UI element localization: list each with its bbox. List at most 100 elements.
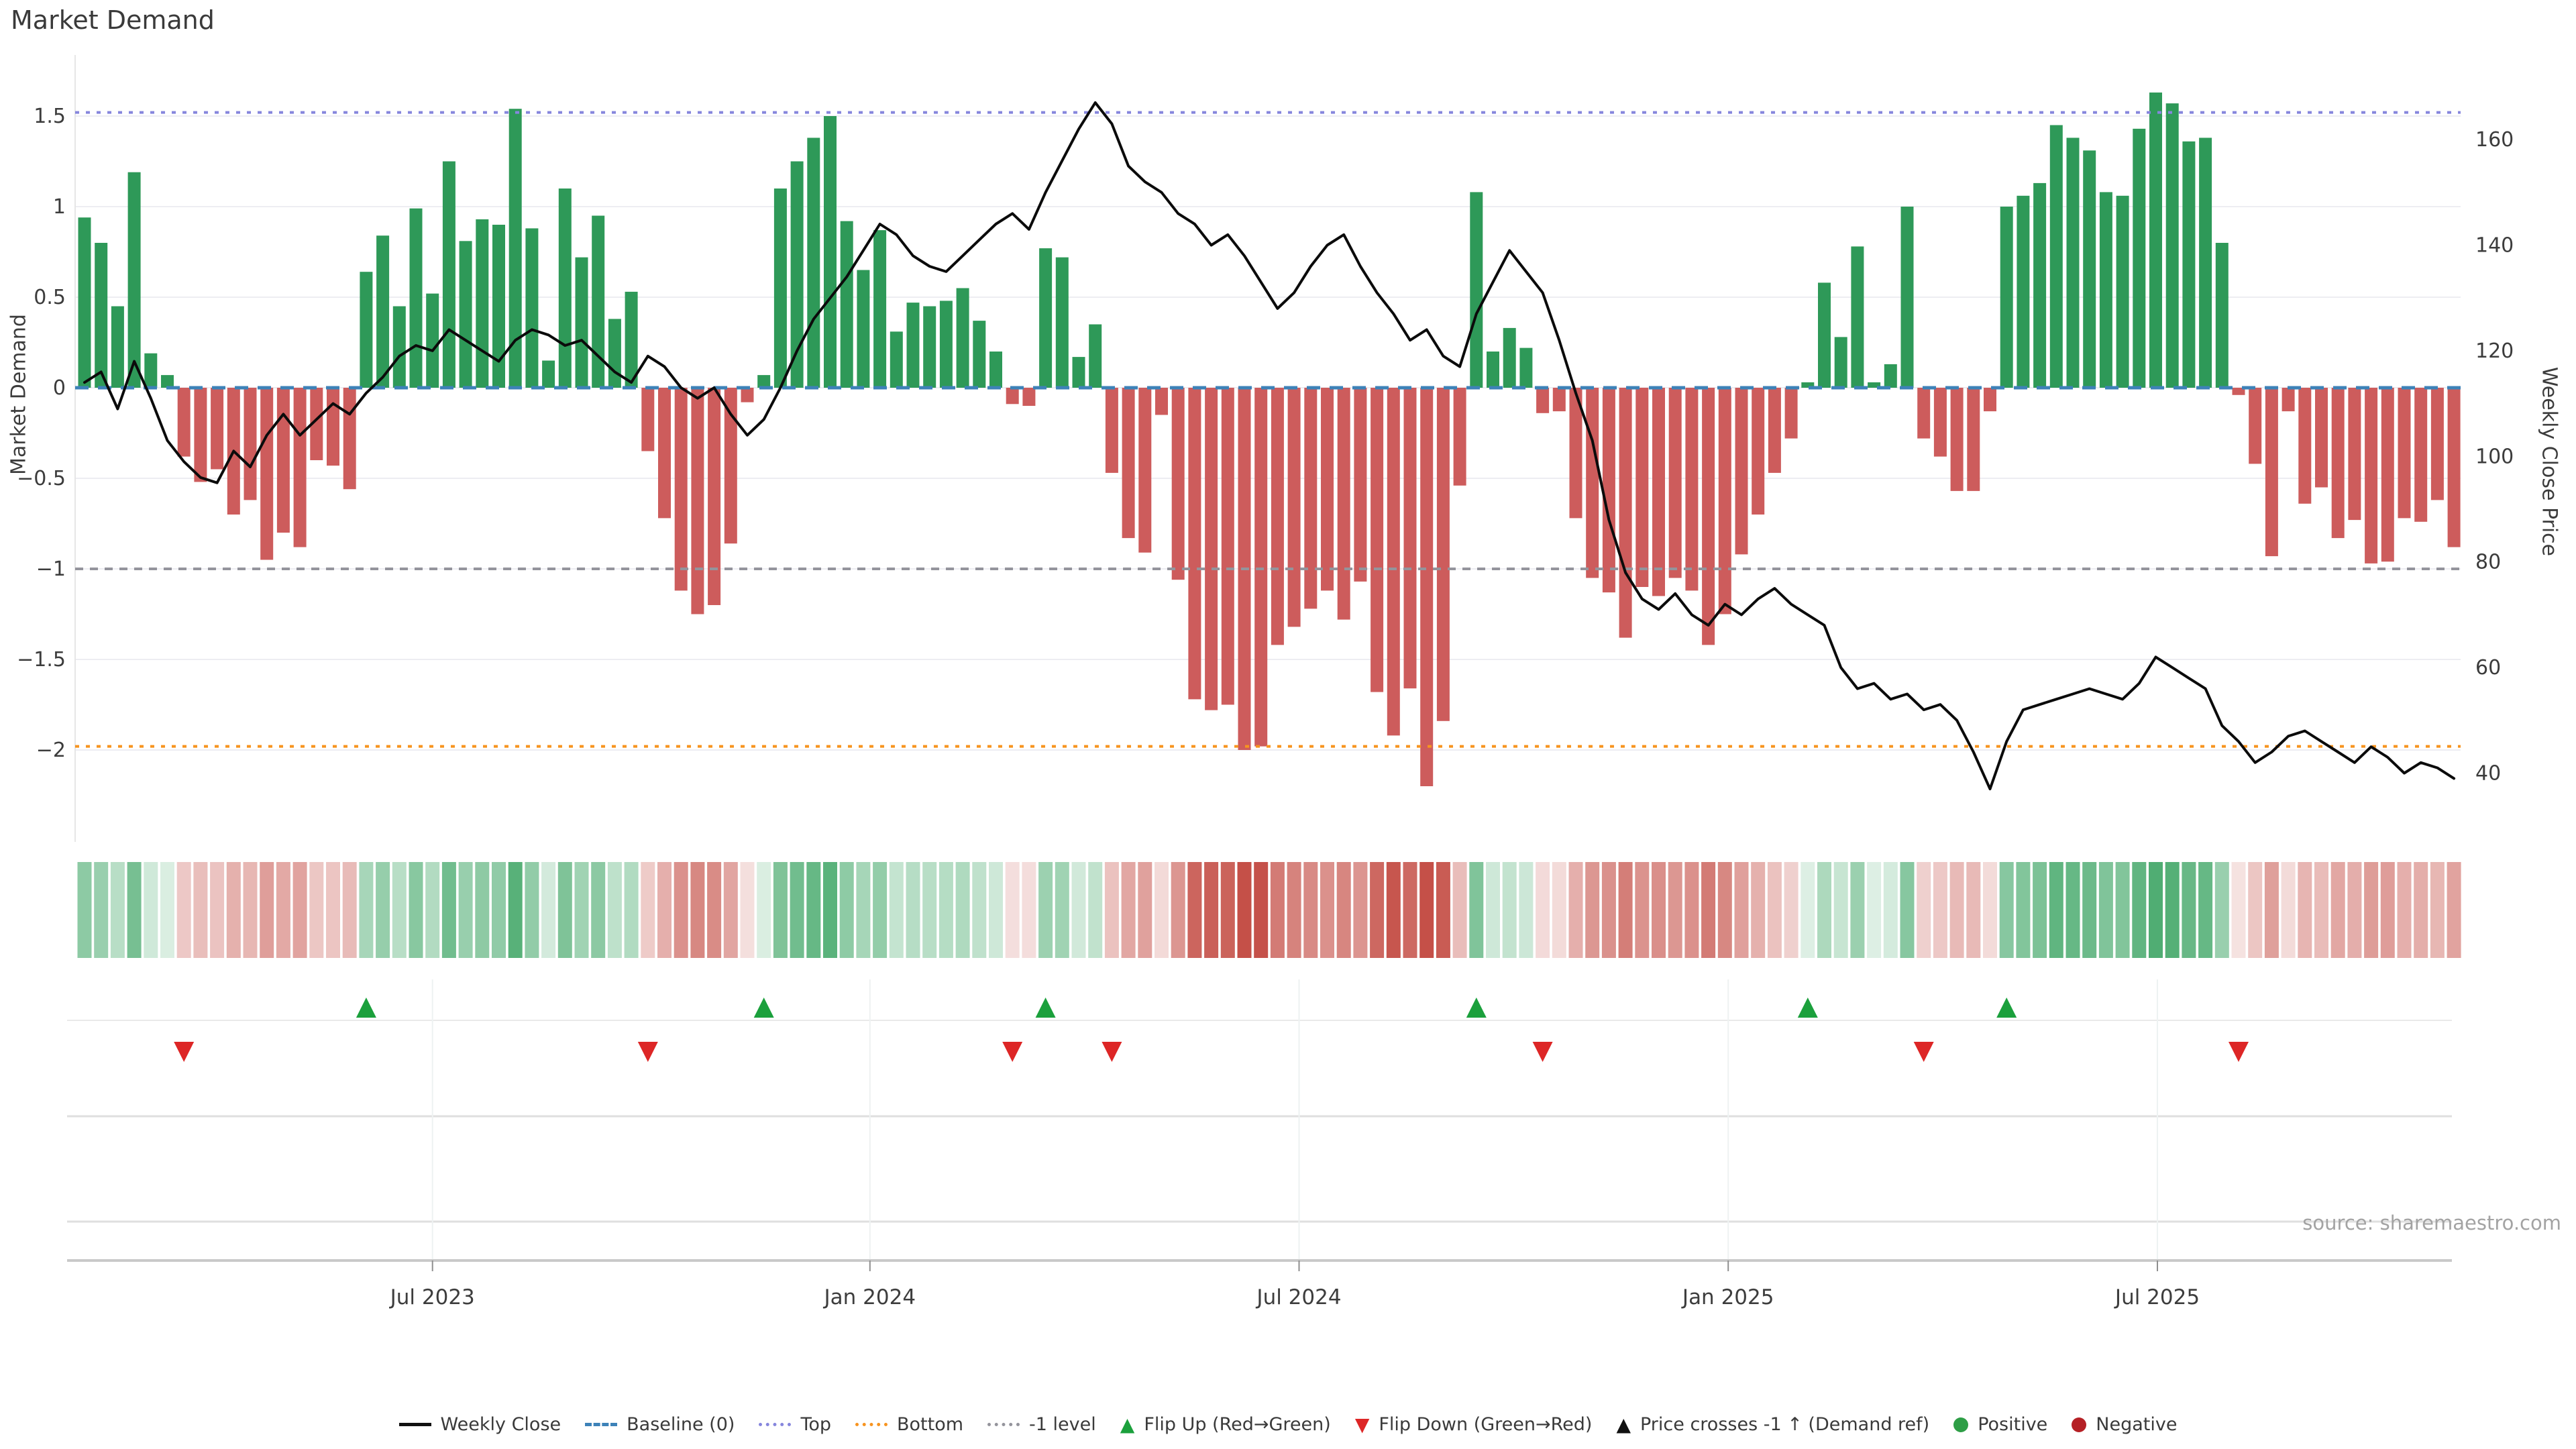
- heatmap-cell: [1138, 862, 1152, 958]
- heatmap-cell: [2016, 862, 2031, 958]
- heatmap-cell: [806, 862, 821, 958]
- demand-bar: [492, 225, 505, 388]
- demand-bar: [409, 208, 423, 388]
- heatmap-cell: [127, 862, 142, 958]
- demand-bar: [1735, 388, 1748, 555]
- left-axis-tick-label: −2: [36, 739, 66, 762]
- heatmap-cell: [1635, 862, 1650, 958]
- heatmap-cell: [1088, 862, 1103, 958]
- heatmap-cell: [1850, 862, 1865, 958]
- x-axis-tick-label: Jul 2024: [1255, 1285, 1341, 1309]
- heatmap-cell: [1320, 862, 1334, 958]
- demand-bar: [1586, 388, 1599, 578]
- demand-bar: [1768, 388, 1781, 473]
- right-axis-tick-label: 160: [2475, 128, 2514, 152]
- heatmap-cell: [1552, 862, 1566, 958]
- heatmap-cell: [2231, 862, 2246, 958]
- heatmap-cell: [1734, 862, 1749, 958]
- flip-up-marker: [356, 998, 376, 1018]
- heatmap-cell: [2214, 862, 2229, 958]
- heatmap-cell: [1403, 862, 1417, 958]
- demand-bar: [1171, 388, 1185, 580]
- demand-bar: [873, 230, 887, 388]
- demand-bar: [2365, 388, 2378, 564]
- left-axis-tick-label: −0.5: [17, 467, 66, 490]
- legend-item-label: Weekly Close: [440, 1414, 561, 1435]
- heatmap-cell: [260, 862, 274, 958]
- heatmap-cell: [110, 862, 125, 958]
- demand-bar: [906, 303, 920, 388]
- demand-bar: [1503, 327, 1516, 388]
- heatmap-cell: [1568, 862, 1583, 958]
- heatmap-cell: [94, 862, 109, 958]
- heatmap-cell: [574, 862, 589, 958]
- demand-bar: [2331, 388, 2345, 539]
- demand-bar: [1801, 382, 1815, 388]
- demand-bar: [2099, 192, 2112, 388]
- heatmap-cell: [1502, 862, 1517, 958]
- legend-item: Positive: [1953, 1414, 2047, 1435]
- demand-bar: [95, 243, 108, 388]
- demand-bar: [392, 306, 406, 388]
- heatmap-cell: [1701, 862, 1716, 958]
- flip-down-marker: [1102, 1042, 1122, 1062]
- heatmap-cell: [492, 862, 506, 958]
- heatmap-cell: [1883, 862, 1898, 958]
- demand-bar: [1569, 388, 1582, 519]
- demand-bar: [1287, 388, 1301, 627]
- heatmap-cell: [624, 862, 639, 958]
- demand-bar: [1685, 388, 1699, 591]
- heatmap-cell: [1486, 862, 1500, 958]
- source-note: source: sharemaestro.com: [2302, 1212, 2561, 1234]
- heatmap-cell: [1983, 862, 1997, 958]
- demand-bar: [608, 319, 621, 388]
- demand-bar: [2116, 195, 2129, 388]
- demand-bar: [1006, 388, 1019, 405]
- heatmap-cell: [1999, 862, 2014, 958]
- heatmap-cell: [2149, 862, 2163, 958]
- demand-bar: [1420, 388, 1434, 786]
- demand-bar: [2348, 388, 2361, 521]
- legend-dotted-line-icon: [855, 1423, 888, 1426]
- demand-bar: [1536, 388, 1550, 413]
- demand-bar: [1205, 388, 1218, 710]
- heatmap-cell: [160, 862, 174, 958]
- heatmap-cell: [1171, 862, 1185, 958]
- right-axis-tick-label: 80: [2475, 551, 2501, 574]
- demand-bar: [1752, 388, 1765, 515]
- triangle-down-icon: ▼: [1354, 1413, 1370, 1436]
- demand-bar: [1470, 192, 1483, 388]
- heatmap-cell: [906, 862, 920, 958]
- right-axis-tick-label: 60: [2475, 656, 2501, 680]
- heatmap-cell: [1187, 862, 1202, 958]
- demand-bar: [674, 388, 688, 591]
- x-axis-tick-label: Jul 2023: [389, 1285, 475, 1309]
- demand-bar: [1834, 337, 1847, 388]
- left-axis-tick-label: −1: [36, 557, 66, 581]
- heatmap-cell: [2264, 862, 2279, 958]
- demand-bar: [1984, 388, 1996, 412]
- heatmap-cell: [1436, 862, 1450, 958]
- heatmap-cell: [607, 862, 622, 958]
- heatmap-cell: [1204, 862, 1219, 958]
- demand-bar: [327, 388, 339, 466]
- demand-bar: [1652, 388, 1665, 596]
- heatmap-cell: [889, 862, 904, 958]
- legend-item: Negative: [2072, 1414, 2177, 1435]
- demand-bar: [1519, 347, 1533, 388]
- demand-bar: [741, 388, 754, 402]
- heatmap-cell: [690, 862, 705, 958]
- flip-down-marker: [1913, 1042, 1934, 1062]
- demand-bar: [2298, 388, 2312, 504]
- triangle-up-icon: ▲: [1120, 1413, 1135, 1436]
- heatmap-cell: [525, 862, 539, 958]
- demand-bar: [2000, 207, 2013, 388]
- left-axis-tick-label: −1.5: [17, 648, 66, 672]
- demand-bar: [840, 221, 853, 388]
- heatmap-cell: [309, 862, 324, 958]
- demand-bar: [1900, 207, 1914, 388]
- legend-item: Bottom: [855, 1414, 963, 1435]
- heatmap-cell: [2364, 862, 2379, 958]
- heatmap-cell: [508, 862, 523, 958]
- demand-bar: [2215, 243, 2229, 388]
